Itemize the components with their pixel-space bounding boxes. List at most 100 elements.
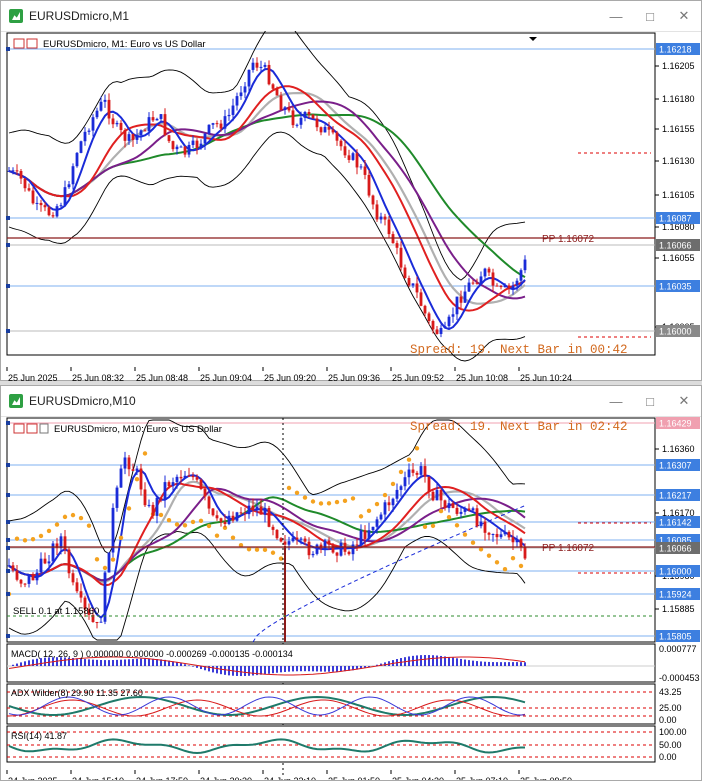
candle-body [247, 505, 251, 515]
level-marker [6, 520, 10, 524]
candle-body [123, 129, 127, 141]
price-axis[interactable]: 1.16205 1.16180 1.16155 1.16130 1.16105 1.160… [6, 43, 700, 337]
chart-props-icon[interactable] [26, 38, 38, 49]
price-chart-m1[interactable]: EURUSDmicro, M1: Euro vs US Dollar PP 1.… [1, 31, 701, 381]
macd-pane[interactable] [6, 643, 656, 683]
candle-body [179, 146, 183, 148]
candle-body [275, 88, 279, 96]
candle-body [411, 283, 415, 286]
candle-body [487, 532, 491, 535]
level-marker [6, 493, 10, 497]
price-axis[interactable]: 1.163601.161701.159801.158851.164291.163… [6, 417, 700, 762]
candle-body [159, 497, 163, 500]
candle-body [171, 482, 175, 487]
candle-body [459, 511, 463, 514]
plot-area [6, 32, 656, 356]
candle-body [431, 321, 435, 330]
sar-dot [230, 535, 236, 540]
candle-body [339, 140, 343, 147]
adx-pane[interactable] [6, 683, 656, 725]
time-axis[interactable]: 25 Jun 2025 25 Jun 08:32 25 Jun 08:48 25 Ju… [6, 367, 572, 381]
window-titlebar[interactable]: EURUSDmicro,M10 — □ ✕ [1, 386, 701, 417]
candle-body [39, 558, 43, 573]
candle-body [243, 86, 247, 93]
sar-dot [78, 515, 84, 521]
price-badge [656, 325, 700, 337]
candle-body [335, 132, 339, 141]
candle-body [163, 114, 167, 136]
price-chart-m10[interactable]: EURUSDmicro, M10: Euro vs US Dollar Spre… [1, 416, 701, 780]
candle-body [463, 291, 467, 303]
close-icon[interactable]: ✕ [678, 8, 690, 23]
minimize-icon[interactable]: — [609, 393, 623, 409]
chart-menu-icon[interactable] [13, 423, 25, 434]
candle-body [43, 558, 47, 564]
candle-body [447, 503, 451, 509]
rsi-label: RSI(14) 41.87 [11, 731, 67, 741]
candle-body [495, 285, 499, 287]
candle-body [483, 268, 487, 277]
candle-body [163, 482, 167, 500]
candle-body [383, 216, 387, 220]
sar-dot [430, 523, 436, 529]
sar-dot [14, 536, 20, 541]
maximize-icon[interactable]: □ [646, 393, 654, 409]
time-tick-label: 25 Jun 09:20 [264, 373, 316, 381]
candle-body [255, 506, 259, 511]
close-icon[interactable]: ✕ [678, 393, 690, 408]
candle-body [491, 533, 495, 535]
candle-body [439, 490, 443, 501]
price-badge-label: 1.16085 [659, 536, 692, 546]
candle-body [367, 174, 371, 196]
price-tick-label: 1.16155 [662, 124, 695, 134]
level-marker [6, 216, 10, 220]
candle-body [199, 479, 203, 489]
candle-body [307, 541, 311, 556]
price-badge-label: 1.16035 [659, 282, 692, 292]
candle-body [183, 475, 187, 479]
level-marker [6, 463, 10, 467]
candle-body [519, 538, 523, 548]
chart-props-icon[interactable] [26, 423, 38, 434]
candle-body [167, 135, 171, 142]
candle-body [239, 92, 243, 97]
price-tick-label: 1.16080 [662, 222, 695, 232]
candle-body [475, 282, 479, 284]
candle-body [191, 140, 195, 145]
sar-dot [142, 451, 148, 456]
sar-dot [502, 566, 508, 572]
candle-body [63, 187, 67, 206]
candle-body [79, 591, 83, 598]
chart-window-m1[interactable]: EURUSDmicro,M1 — □ ✕ EURUSDmicro, M1: Eu… [0, 0, 702, 381]
candle-body [295, 124, 299, 126]
candle-body [351, 153, 355, 160]
ma-red [8, 482, 526, 587]
time-axis[interactable]: 24 Jun 2025 24 Jun 15:10 24 Jun 17:50 24 Ju… [6, 770, 572, 780]
candle-body [447, 316, 451, 327]
sar-dot [462, 532, 468, 537]
candle-body [307, 111, 311, 115]
sar-dot [470, 540, 476, 545]
candle-body [523, 259, 527, 271]
candle-body [111, 118, 115, 125]
maximize-icon[interactable]: □ [646, 8, 654, 24]
minimize-icon[interactable]: — [609, 8, 623, 24]
candle-body [59, 536, 63, 549]
shift-marker-icon[interactable] [529, 37, 537, 41]
rsi-tick-label: 100.00 [659, 727, 687, 737]
chart-lock-icon[interactable] [39, 423, 49, 434]
time-tick-label: 25 Jun 10:24 [520, 373, 572, 381]
candle-body [363, 166, 367, 175]
time-tick-label: 24 Jun 2025 [8, 776, 58, 780]
sar-dot [262, 547, 268, 553]
time-tick-label: 25 Jun 09:50 [520, 776, 572, 780]
candle-body [275, 529, 279, 539]
candle-body [183, 146, 187, 155]
chart-window-m10[interactable]: EURUSDmicro,M10 — □ ✕ EURUSDmicro, M10: … [0, 385, 702, 781]
time-tick-label: 25 Jun 10:08 [456, 373, 508, 381]
time-tick-label: 24 Jun 20:30 [200, 776, 252, 780]
candle-body [503, 531, 507, 535]
window-titlebar[interactable]: EURUSDmicro,M1 — □ ✕ [1, 1, 701, 32]
candle-body [351, 544, 355, 555]
chart-menu-icon[interactable] [13, 38, 25, 49]
